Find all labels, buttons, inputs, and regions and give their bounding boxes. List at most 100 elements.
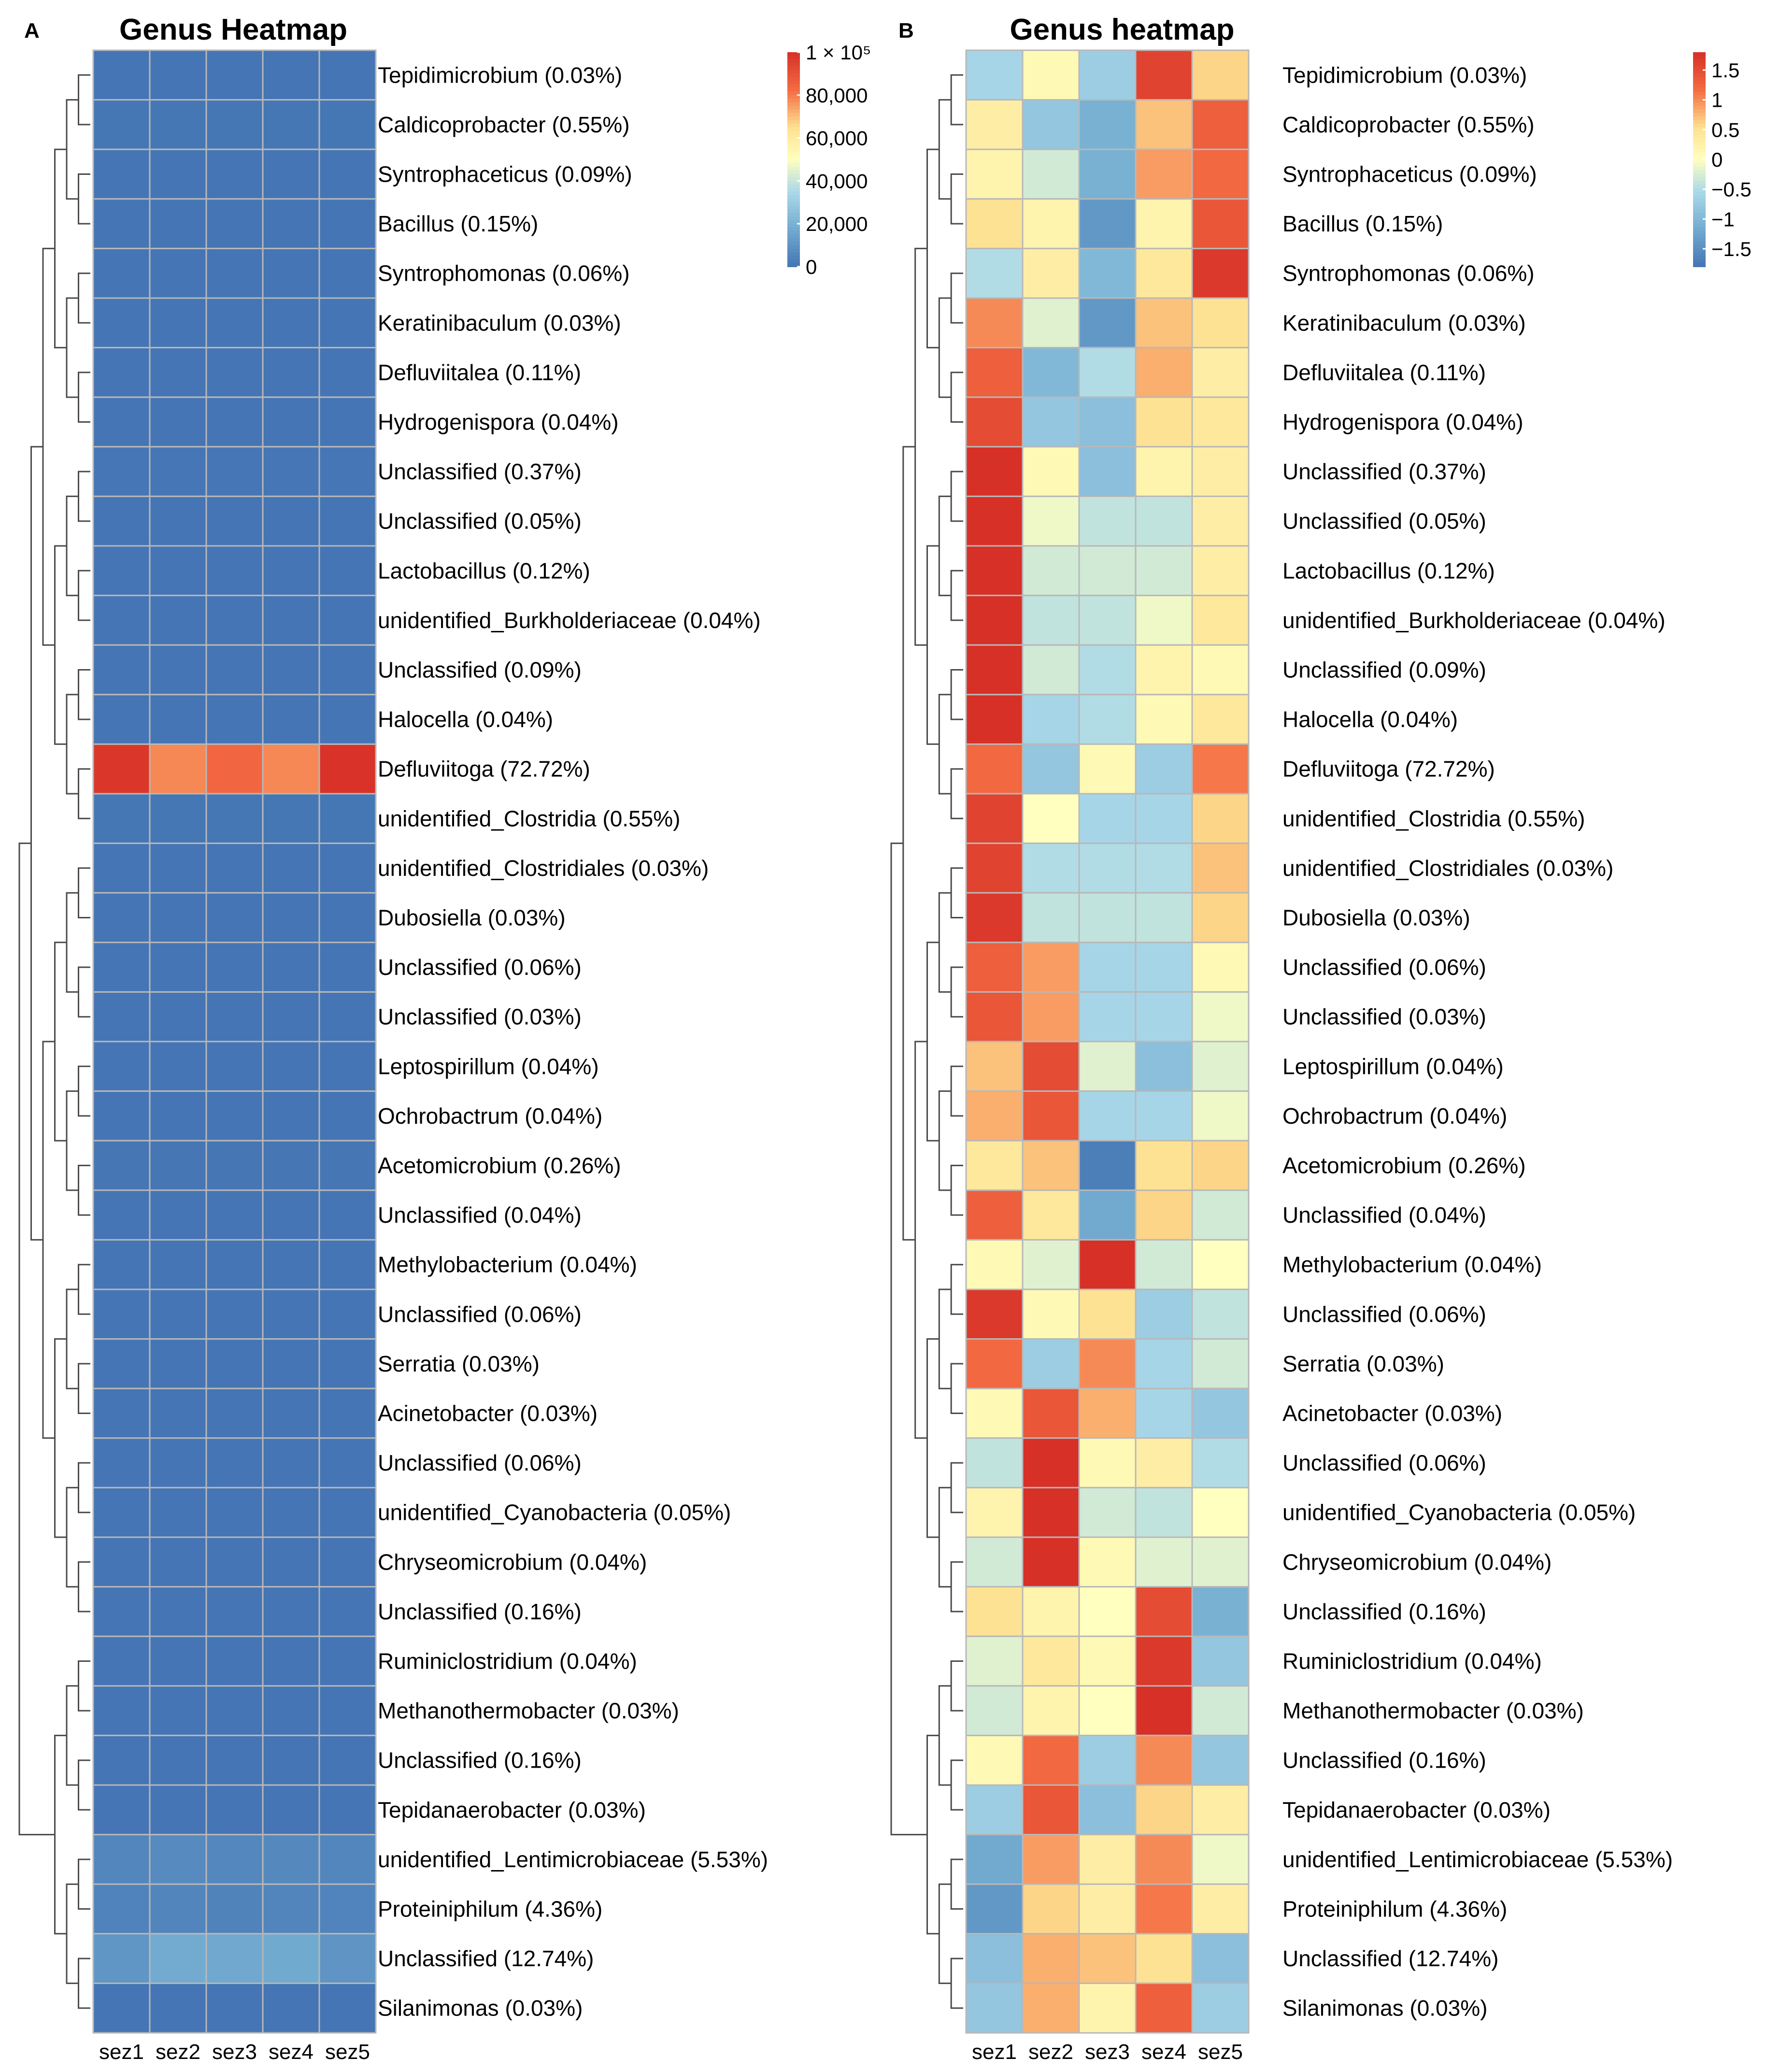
colorbar-segment <box>1693 259 1706 264</box>
colorbar-segment <box>1693 91 1706 96</box>
heatmap-cell <box>262 595 320 646</box>
colorbar-segment <box>1693 88 1706 92</box>
heatmap-cell <box>205 1883 264 1935</box>
heatmap-cell <box>965 942 1024 993</box>
row-label: unidentified_Cyanobacteria (0.05%) <box>378 1500 731 1525</box>
row-dendrogram-branch <box>938 495 952 597</box>
heatmap-cell <box>1191 1387 1250 1439</box>
colorbar-segment <box>787 181 800 185</box>
heatmap-cell <box>318 495 377 547</box>
heatmap-cell <box>318 347 377 398</box>
row-dendrogram-branch <box>902 446 915 1241</box>
heatmap-cell <box>1078 1189 1137 1241</box>
row-dendrogram-branch <box>78 1165 90 1216</box>
heatmap-cell <box>1191 1090 1250 1142</box>
colorbar-segment <box>1693 209 1706 214</box>
heatmap-cell <box>92 1685 151 1736</box>
heatmap-cell <box>1078 1338 1137 1389</box>
row-dendrogram-branch <box>78 173 90 225</box>
row-dendrogram-branch <box>938 1288 952 1389</box>
heatmap-cell <box>1078 843 1137 894</box>
row-dendrogram-branch <box>926 545 940 745</box>
heatmap-cell <box>318 247 377 299</box>
heatmap-cell <box>1022 1437 1080 1488</box>
row-dendrogram-branch <box>78 1264 90 1315</box>
colorbar-segment <box>787 159 800 164</box>
colorbar-segment <box>1693 127 1706 131</box>
heatmap-cell <box>1078 743 1137 795</box>
row-label: unidentified_Clostridiales (0.03%) <box>378 856 709 881</box>
row-dendrogram-branch <box>78 1858 90 1910</box>
heatmap-cell <box>1022 595 1080 646</box>
colorbar-segment <box>787 138 800 142</box>
heatmap-cell <box>262 694 320 745</box>
row-label: Lactobacillus (0.12%) <box>378 558 590 583</box>
heatmap-cell <box>965 1189 1024 1241</box>
heatmap-cell <box>1078 1784 1137 1836</box>
row-label: Ochrobactrum (0.04%) <box>378 1103 602 1129</box>
heatmap-cell <box>1135 843 1193 894</box>
heatmap-cell <box>965 1486 1024 1538</box>
heatmap-cell <box>1191 1288 1250 1340</box>
row-dendrogram-branch <box>78 669 90 720</box>
heatmap-cell <box>205 198 264 249</box>
heatmap-cell <box>92 495 151 547</box>
row-label: Methanothermobacter (0.03%) <box>1282 1698 1584 1723</box>
heatmap-cell <box>1191 694 1250 745</box>
heatmap-cell <box>205 1189 264 1241</box>
heatmap-cell <box>1191 1982 1250 2034</box>
heatmap-cell <box>262 1734 320 1786</box>
heatmap-cell <box>1022 198 1080 249</box>
heatmap-cell <box>262 148 320 200</box>
heatmap-cell <box>965 1288 1024 1340</box>
row-label: Hydrogenispora (0.04%) <box>1282 410 1524 435</box>
heatmap-cell <box>965 495 1024 547</box>
heatmap-cell <box>262 1933 320 1984</box>
colorbar-tick-label: 0 <box>806 256 817 278</box>
colorbar-segment <box>1693 206 1706 210</box>
colorbar-segment <box>787 134 800 139</box>
heatmap-cell <box>1135 1834 1193 1885</box>
heatmap-cell <box>1191 198 1250 249</box>
heatmap-cell <box>1191 1140 1250 1191</box>
heatmap-cell <box>1022 1933 1080 1984</box>
heatmap-cell <box>92 1437 151 1488</box>
heatmap-cell <box>965 1883 1024 1935</box>
row-label: Keratinibaculum (0.03%) <box>378 310 621 335</box>
heatmap-cell <box>1191 1834 1250 1885</box>
heatmap-cell <box>92 743 151 795</box>
heatmap-cell <box>1022 1586 1080 1637</box>
row-label: Chryseomicrobium (0.04%) <box>378 1549 647 1574</box>
row-dendrogram-branch <box>54 942 67 1142</box>
heatmap-cell <box>262 495 320 547</box>
heatmap-cell <box>149 49 207 101</box>
heatmap-cell <box>262 1338 320 1389</box>
heatmap-cell <box>149 991 207 1043</box>
heatmap-cell <box>1022 495 1080 547</box>
heatmap-cell <box>205 1486 264 1538</box>
column-label: sez2 <box>1028 2040 1073 2064</box>
row-label: Unclassified (0.06%) <box>378 955 582 980</box>
heatmap-cell <box>1135 1189 1193 1241</box>
heatmap-cell <box>318 396 377 448</box>
colorbar-segment <box>1693 220 1706 225</box>
row-label: Serratia (0.03%) <box>1282 1351 1444 1376</box>
heatmap-cell <box>1135 99 1193 150</box>
heatmap-cell <box>262 1041 320 1092</box>
colorbar-tick-label: −0.5 <box>1711 178 1752 201</box>
heatmap-cell <box>1078 942 1137 993</box>
row-dendrogram-branch <box>950 471 963 522</box>
heatmap-cell <box>205 1834 264 1885</box>
heatmap-cell <box>262 297 320 349</box>
colorbar-segment <box>1693 234 1706 239</box>
heatmap-cell <box>262 1189 320 1241</box>
heatmap-cell <box>149 1834 207 1885</box>
heatmap-cell <box>1022 1784 1080 1836</box>
row-label: Unclassified (0.06%) <box>378 1450 582 1475</box>
heatmap-cell <box>1191 247 1250 299</box>
colorbar-segment <box>787 224 800 228</box>
heatmap-cell <box>965 1933 1024 1984</box>
heatmap-cell <box>965 843 1024 894</box>
heatmap-cell <box>1135 1982 1193 2034</box>
heatmap-cell <box>1191 644 1250 696</box>
